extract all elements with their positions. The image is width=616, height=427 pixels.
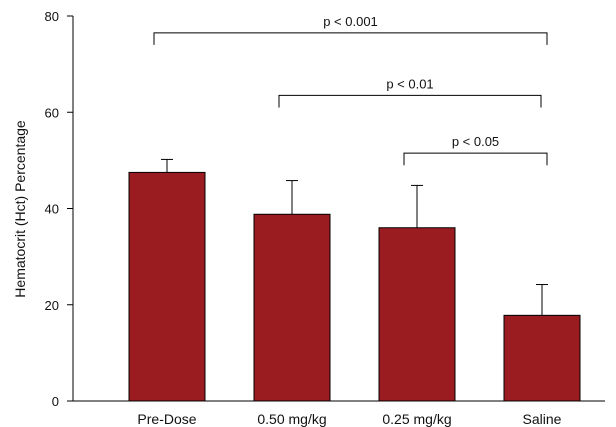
- category-label-1: 0.50 mg/kg: [257, 411, 326, 427]
- bar-0: [128, 171, 206, 402]
- y-axis-label: Hematocrit (Hct) Percentage: [12, 120, 28, 298]
- error-bars-layer: [161, 158, 548, 316]
- significance-label-2: p < 0.05: [452, 134, 499, 149]
- category-label-2: 0.25 mg/kg: [382, 411, 451, 427]
- significance-bracket-0: [153, 32, 548, 45]
- significance-bracket-2: [403, 152, 548, 166]
- bar-2: [378, 227, 456, 402]
- significance-label-1: p < 0.01: [386, 76, 433, 91]
- category-label-0: Pre-Dose: [137, 411, 196, 427]
- y-ticks: 0 20 40 60 80: [45, 9, 73, 409]
- bar-1: [253, 213, 331, 402]
- y-tick-label-1: 20: [45, 298, 59, 313]
- significance-label-0: p < 0.001: [323, 14, 378, 29]
- y-tick-label-4: 80: [45, 9, 59, 24]
- y-tick-label-2: 40: [45, 202, 59, 217]
- significance-bracket-1: [278, 94, 542, 108]
- bar-3: [503, 314, 581, 402]
- x-categories: Pre-Dose 0.50 mg/kg 0.25 mg/kg Saline: [137, 411, 561, 427]
- significance-annotations: p < 0.001 p < 0.01 p < 0.05: [153, 14, 548, 166]
- category-label-3: Saline: [523, 411, 562, 427]
- y-tick-label-3: 60: [45, 105, 59, 120]
- y-tick-label-0: 0: [52, 394, 59, 409]
- bars-layer: [128, 171, 581, 402]
